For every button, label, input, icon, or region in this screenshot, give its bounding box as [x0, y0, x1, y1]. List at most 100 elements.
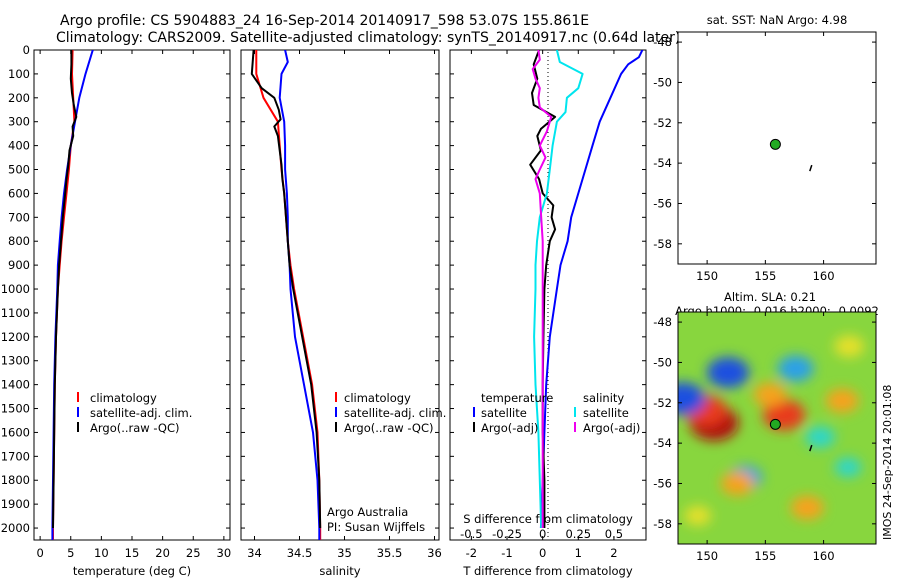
- difference-s-tick-label: 0: [539, 527, 546, 541]
- salinity-note-pi: PI: Susan Wijffels: [327, 520, 425, 534]
- salinity-legend: climatology satellite-adj. clim. Argo(..…: [335, 391, 446, 435]
- sla-map-ticks: -48 -50 -52 -54 -56 -58 150 155 160: [653, 312, 876, 563]
- sla-map-lat-tick-label: -54: [653, 436, 672, 450]
- depth-tick-label: 1000: [1, 282, 30, 296]
- depth-tick-label: 1900: [1, 497, 30, 511]
- difference-legend-s-argo: Argo(-adj): [583, 421, 640, 435]
- sst-map-ticks: -48 -50 -52 -54 -56 -58 150 155 160: [653, 32, 876, 283]
- sla-map-lon-tick-label: 150: [696, 549, 718, 563]
- salinity-tick-label: 34: [247, 546, 262, 560]
- temperature-tick-label: 5: [67, 546, 74, 560]
- difference-s-title: S difference from climatology: [463, 512, 633, 526]
- salinity-legend-satellite: satellite-adj. clim.: [344, 406, 446, 420]
- sla-anomaly-blob: [706, 357, 750, 388]
- sla-anomaly-blob: [790, 495, 824, 520]
- sst-map-argo-position: [769, 138, 781, 150]
- difference-series-salinity-satellite: [533, 50, 584, 529]
- salinity-axes: [240, 49, 440, 541]
- salinity-series-climatology: [255, 50, 322, 540]
- depth-tick-label: 300: [8, 115, 30, 129]
- sla-map-track-mark: [809, 444, 813, 452]
- salinity-tick-label: 36: [427, 546, 442, 560]
- temperature-legend-climatology: climatology: [90, 391, 157, 405]
- depth-tick-label: 100: [8, 67, 30, 81]
- temperature-tick-label: 15: [125, 546, 140, 560]
- temperature-series-argo-raw-qc: [52, 50, 78, 529]
- difference-s-tick-label: 0.25: [565, 527, 591, 541]
- sst-map-title: sat. SST: NaN Argo: 4.98: [707, 13, 848, 27]
- difference-s-tick-label: 0.5: [605, 527, 623, 541]
- depth-tick-label: 1300: [1, 354, 30, 368]
- difference-axes: [449, 49, 647, 541]
- sla-map-lat-tick-label: -50: [653, 355, 672, 369]
- difference-legend: temperature satellite Argo(-adj) salinit…: [473, 391, 640, 435]
- difference-legend-s-title: salinity: [583, 391, 624, 405]
- temperature-legend-satellite: satellite-adj. clim.: [90, 406, 192, 420]
- sla-map-argo-position: [769, 418, 781, 430]
- temperature-tick-label: 30: [217, 546, 232, 560]
- sla-map-lon-tick-label: 155: [754, 549, 776, 563]
- sst-map-lon-tick-label: 150: [696, 269, 718, 283]
- sla-anomaly-blob: [834, 457, 862, 478]
- difference-xlabel: T difference from climatology: [462, 564, 633, 578]
- sla-map-lon-tick-label: 160: [813, 549, 835, 563]
- depth-tick-label: 0: [23, 43, 30, 57]
- difference-tick-label: 2: [610, 546, 617, 560]
- sst-map-lat-tick-label: -58: [653, 237, 672, 251]
- sla-map-axes: [677, 311, 877, 545]
- difference-x-ticks: -2 -1 0 1 2: [466, 50, 618, 560]
- sst-map-lat-tick-label: -50: [653, 75, 672, 89]
- depth-tick-label: 500: [8, 163, 30, 177]
- temperature-legend: climatology satellite-adj. clim. Argo(..…: [77, 391, 192, 435]
- sst-map-lat-tick-label: -52: [653, 116, 672, 130]
- figure-title-line1: Argo profile: CS 5904883_24 16-Sep-2014 …: [60, 13, 589, 29]
- difference-series-temperature-satellite: [539, 50, 644, 529]
- sst-map-lat-tick-label: -48: [653, 35, 672, 49]
- salinity-tick-label: 35: [337, 546, 352, 560]
- sla-map-lat-tick-label: -52: [653, 396, 672, 410]
- sla-anomaly-blob: [720, 471, 754, 496]
- depth-tick-label: 400: [8, 139, 30, 153]
- salinity-series-argo-raw-qc: [250, 50, 322, 529]
- sst-map-track-mark: [809, 164, 813, 172]
- salinity-tick-label: 34.5: [287, 546, 313, 560]
- sla-anomaly-blob: [777, 355, 814, 382]
- difference-s-tick-label: -0.25: [492, 527, 522, 541]
- difference-legend-s-satellite: satellite: [583, 406, 629, 420]
- depth-tick-label: 1400: [1, 378, 30, 392]
- temperature-tick-label: 0: [36, 546, 43, 560]
- sla-anomaly-blob: [834, 335, 865, 358]
- sst-map-lon-tick-label: 160: [813, 269, 835, 283]
- depth-tick-label: 1200: [1, 330, 30, 344]
- difference-legend-t-title: temperature: [481, 391, 553, 405]
- temperature-legend-argo: Argo(..raw -QC): [90, 421, 180, 435]
- difference-tick-label: 1: [575, 546, 582, 560]
- temperature-tick-label: 20: [155, 546, 170, 560]
- sst-map-lon-tick-label: 155: [754, 269, 776, 283]
- depth-tick-label: 600: [8, 186, 30, 200]
- salinity-note-institution: Argo Australia: [327, 505, 408, 519]
- sla-map-lat-tick-label: -58: [653, 517, 672, 531]
- depth-tick-label: 800: [8, 234, 30, 248]
- sla-map-lat-tick-label: -48: [653, 315, 672, 329]
- depth-tick-label: 900: [8, 258, 30, 272]
- depth-tick-label: 1800: [1, 473, 30, 487]
- salinity-legend-argo: Argo(..raw -QC): [344, 421, 434, 435]
- sla-anomaly-blob: [805, 426, 836, 448]
- difference-s-ticks: -0.5 -0.25 0 0.25 0.5: [460, 527, 623, 541]
- temperature-tick-label: 25: [186, 546, 201, 560]
- sla-anomaly-blob: [753, 382, 787, 407]
- temperature-x-ticks: 0 5 10 15 20 25 30: [36, 50, 231, 560]
- figure-title-line2: Climatology: CARS2009. Satellite-adjuste…: [56, 30, 680, 46]
- difference-tick-label: 0: [539, 546, 546, 560]
- sla-anomaly-blob: [678, 382, 706, 416]
- difference-legend-t-argo: Argo(-adj): [481, 421, 538, 435]
- difference-series-salinity-argo-adj: [531, 50, 553, 528]
- salinity-tick-label: 35.5: [377, 546, 403, 560]
- salinity-series-satellite-adj-clim: [278, 50, 321, 540]
- depth-tick-label: 200: [8, 91, 30, 105]
- difference-tick-label: -2: [466, 546, 477, 560]
- salinity-xlabel: salinity: [319, 564, 360, 578]
- difference-tick-label: -1: [501, 546, 512, 560]
